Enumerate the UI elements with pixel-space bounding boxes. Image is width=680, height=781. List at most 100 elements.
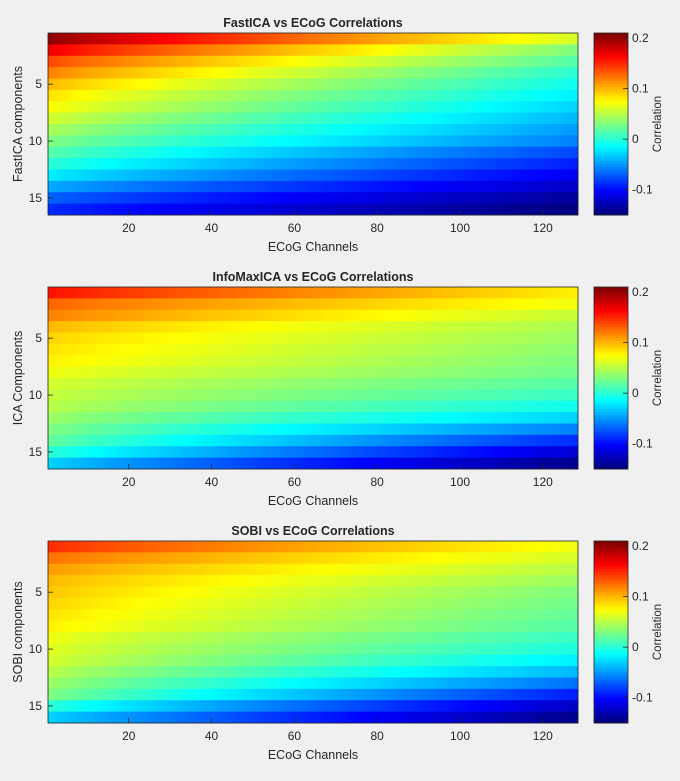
heatmap-cell: [424, 55, 430, 68]
heatmap-cell: [163, 169, 169, 182]
heatmap-cell: [126, 389, 132, 402]
heatmap-cell: [528, 287, 533, 299]
heatmap-cell: [507, 169, 513, 182]
heatmap-cell: [76, 389, 82, 402]
colorbar-segment: [594, 423, 628, 427]
heatmap-cell: [553, 33, 558, 45]
heatmap-cell: [68, 55, 74, 68]
heatmap-cell: [453, 434, 459, 447]
heatmap-cell: [420, 169, 426, 182]
heatmap-cell: [114, 400, 119, 413]
heatmap-cell: [93, 378, 99, 390]
heatmap-cell: [387, 412, 393, 424]
heatmap-cell: [118, 169, 123, 182]
heatmap-cell: [250, 44, 256, 57]
heatmap-cell: [553, 124, 558, 136]
heatmap-cell: [263, 203, 268, 216]
heatmap-cell: [68, 400, 74, 413]
heatmap-cell: [68, 597, 74, 610]
heatmap-cell: [399, 55, 405, 68]
heatmap-cell: [379, 89, 384, 102]
heatmap-cell: [354, 355, 359, 368]
heatmap-cell: [462, 434, 467, 447]
heatmap-cell: [267, 67, 272, 79]
heatmap-cell: [565, 298, 571, 311]
heatmap-cell: [375, 78, 380, 91]
heatmap-cell: [234, 309, 239, 322]
heatmap-cell: [110, 457, 115, 470]
heatmap-cell: [279, 33, 285, 45]
heatmap-cell: [346, 552, 351, 565]
heatmap-cell: [482, 158, 488, 170]
heatmap-cell: [126, 112, 132, 125]
colorbar-tick-label: 0: [632, 386, 639, 400]
heatmap-cell: [549, 309, 554, 322]
heatmap-cell: [308, 33, 314, 45]
heatmap-cell: [255, 158, 260, 170]
heatmap-cell: [308, 366, 314, 379]
heatmap-cell: [561, 389, 566, 402]
heatmap-cell: [300, 309, 306, 322]
heatmap-cell: [375, 112, 380, 125]
heatmap-cell: [416, 457, 422, 470]
heatmap-cell: [536, 378, 542, 390]
heatmap-cell: [445, 586, 451, 599]
heatmap-cell: [230, 44, 235, 57]
heatmap-cell: [404, 434, 409, 447]
heatmap-cell: [279, 355, 285, 368]
heatmap-cell: [341, 434, 347, 447]
colorbar-segment: [594, 440, 628, 444]
heatmap-cell: [470, 378, 475, 390]
heatmap-cell: [155, 158, 161, 170]
heatmap-cell: [341, 552, 347, 565]
heatmap-cell: [122, 101, 128, 114]
heatmap-cell: [255, 586, 260, 599]
colorbar-segment: [594, 312, 628, 316]
heatmap-cell: [428, 33, 434, 45]
heatmap-cell: [573, 44, 579, 57]
heatmap-cell: [271, 412, 277, 424]
heatmap-cell: [321, 44, 326, 57]
heatmap-cell: [118, 203, 123, 216]
heatmap-cell: [300, 586, 306, 599]
heatmap-cell: [424, 78, 430, 91]
heatmap-cell: [333, 67, 339, 79]
heatmap-cell: [147, 423, 152, 436]
heatmap-cell: [321, 135, 326, 148]
heatmap-cell: [226, 412, 231, 424]
heatmap-cell: [197, 563, 202, 576]
heatmap-cell: [64, 575, 70, 587]
heatmap-cell: [304, 563, 310, 576]
heatmap-cell: [366, 124, 372, 136]
heatmap-cell: [437, 135, 442, 148]
heatmap-cell: [557, 44, 562, 57]
heatmap-cell: [391, 158, 397, 170]
heatmap-cell: [130, 55, 136, 68]
heatmap-cell: [532, 446, 537, 459]
heatmap-cell: [308, 169, 314, 182]
heatmap-cell: [383, 412, 388, 424]
heatmap-cell: [97, 112, 103, 125]
heatmap-cell: [134, 552, 140, 565]
heatmap-cell: [130, 343, 136, 356]
heatmap-cell: [201, 457, 206, 470]
heatmap-cell: [122, 124, 128, 136]
heatmap-cell: [333, 309, 339, 322]
heatmap-cell: [366, 321, 372, 333]
heatmap-cell: [503, 446, 509, 459]
heatmap-cell: [358, 203, 364, 216]
heatmap-cell: [89, 67, 94, 79]
heatmap-cell: [197, 389, 202, 402]
heatmap-cell: [226, 366, 231, 379]
heatmap-cell: [321, 158, 326, 170]
heatmap-cell: [507, 366, 513, 379]
heatmap-cell: [379, 434, 384, 447]
heatmap-cell: [101, 575, 107, 587]
heatmap-cell: [155, 434, 161, 447]
heatmap-cell: [197, 192, 202, 205]
heatmap-cell: [532, 287, 537, 299]
heatmap-cell: [391, 355, 397, 368]
heatmap-cell: [139, 287, 144, 299]
heatmap-cell: [176, 355, 181, 368]
heatmap-cell: [221, 575, 227, 587]
